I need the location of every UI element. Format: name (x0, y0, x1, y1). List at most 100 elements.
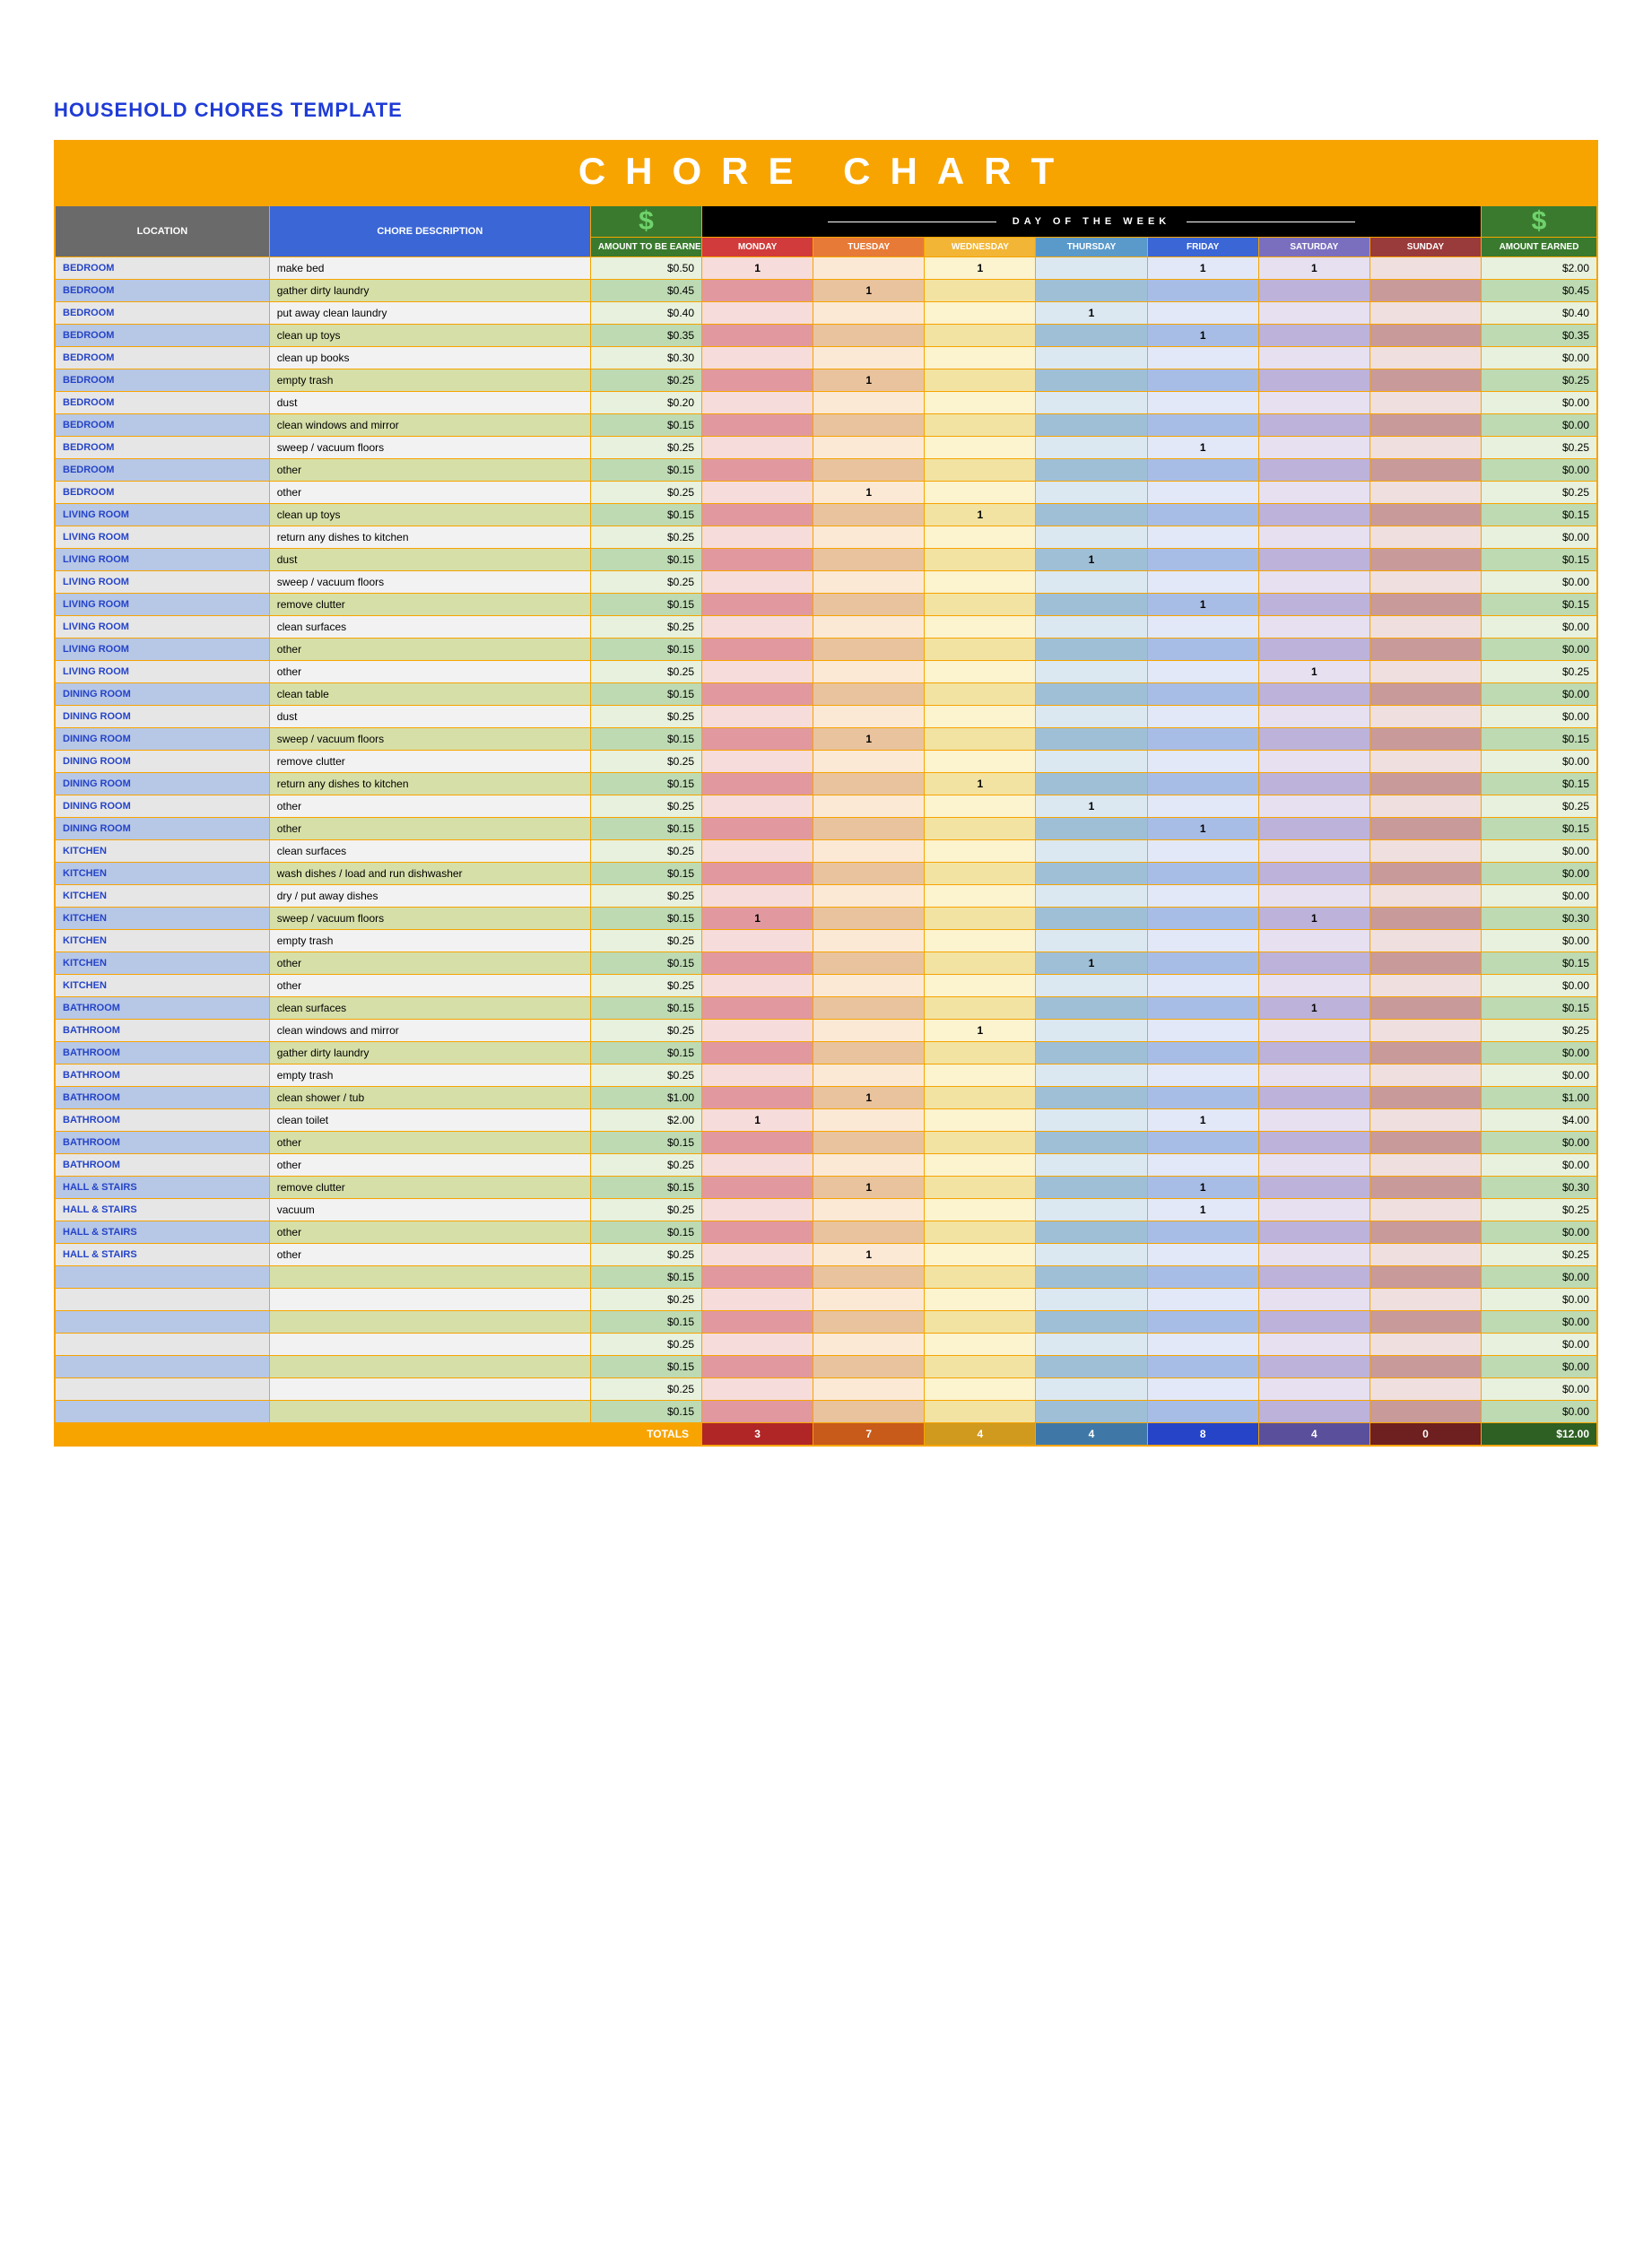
cell-day[interactable] (1258, 369, 1369, 392)
cell-day[interactable] (1258, 325, 1369, 347)
cell-day[interactable] (925, 616, 1036, 639)
cell-day[interactable] (1369, 302, 1481, 325)
cell-day[interactable] (702, 1199, 813, 1221)
cell-day[interactable] (813, 795, 925, 818)
cell-day[interactable]: 1 (813, 280, 925, 302)
cell-day[interactable] (702, 1311, 813, 1334)
cell-day[interactable] (925, 280, 1036, 302)
cell-day[interactable] (925, 1266, 1036, 1289)
cell-day[interactable]: 1 (1147, 325, 1258, 347)
cell-day[interactable] (1147, 1378, 1258, 1401)
cell-day[interactable] (925, 1311, 1036, 1334)
cell-day[interactable] (702, 616, 813, 639)
cell-day[interactable] (1036, 1042, 1147, 1065)
cell-day[interactable] (1147, 863, 1258, 885)
cell-day[interactable]: 1 (925, 1020, 1036, 1042)
cell-day[interactable] (702, 1177, 813, 1199)
cell-day[interactable] (925, 639, 1036, 661)
cell-day[interactable] (1147, 639, 1258, 661)
cell-day[interactable] (702, 1378, 813, 1401)
cell-day[interactable] (813, 392, 925, 414)
cell-day[interactable] (813, 257, 925, 280)
cell-day[interactable] (925, 1199, 1036, 1221)
cell-day[interactable] (925, 347, 1036, 369)
cell-day[interactable] (1258, 482, 1369, 504)
cell-day[interactable] (1147, 1311, 1258, 1334)
cell-day[interactable] (702, 997, 813, 1020)
cell-day[interactable] (1147, 751, 1258, 773)
cell-day[interactable] (1258, 1356, 1369, 1378)
cell-day[interactable] (813, 1401, 925, 1423)
cell-day[interactable] (925, 482, 1036, 504)
cell-day[interactable] (813, 347, 925, 369)
cell-day[interactable] (1036, 1065, 1147, 1087)
cell-day[interactable] (1369, 280, 1481, 302)
cell-day[interactable] (1147, 997, 1258, 1020)
cell-day[interactable] (702, 728, 813, 751)
cell-day[interactable] (1036, 459, 1147, 482)
cell-day[interactable] (1036, 773, 1147, 795)
cell-day[interactable] (1036, 975, 1147, 997)
cell-day[interactable] (1369, 706, 1481, 728)
cell-day[interactable] (925, 975, 1036, 997)
cell-day[interactable] (1369, 1289, 1481, 1311)
cell-day[interactable] (813, 706, 925, 728)
cell-day[interactable] (1258, 773, 1369, 795)
cell-day[interactable] (702, 1266, 813, 1289)
cell-day[interactable] (1369, 1109, 1481, 1132)
cell-day[interactable] (813, 437, 925, 459)
cell-day[interactable] (925, 1065, 1036, 1087)
cell-day[interactable] (1258, 975, 1369, 997)
cell-day[interactable] (813, 683, 925, 706)
cell-day[interactable] (1036, 818, 1147, 840)
cell-day[interactable] (925, 728, 1036, 751)
cell-day[interactable] (702, 952, 813, 975)
cell-day[interactable] (1258, 1199, 1369, 1221)
cell-day[interactable] (1369, 930, 1481, 952)
cell-day[interactable] (1147, 280, 1258, 302)
cell-day[interactable]: 1 (925, 773, 1036, 795)
cell-day[interactable] (1036, 997, 1147, 1020)
cell-day[interactable] (1369, 997, 1481, 1020)
cell-day[interactable] (813, 526, 925, 549)
cell-day[interactable]: 1 (813, 1087, 925, 1109)
cell-day[interactable] (1369, 257, 1481, 280)
cell-day[interactable] (1369, 1221, 1481, 1244)
cell-day[interactable] (925, 1334, 1036, 1356)
cell-day[interactable] (1258, 616, 1369, 639)
cell-day[interactable] (1258, 1087, 1369, 1109)
cell-day[interactable] (1258, 414, 1369, 437)
cell-day[interactable] (702, 526, 813, 549)
cell-day[interactable] (1036, 885, 1147, 908)
cell-day[interactable] (1036, 930, 1147, 952)
cell-day[interactable] (702, 459, 813, 482)
cell-day[interactable] (925, 1132, 1036, 1154)
cell-day[interactable] (1369, 952, 1481, 975)
cell-day[interactable]: 1 (1147, 594, 1258, 616)
cell-day[interactable] (813, 1356, 925, 1378)
cell-day[interactable] (925, 549, 1036, 571)
cell-day[interactable] (925, 437, 1036, 459)
cell-day[interactable] (702, 1020, 813, 1042)
cell-day[interactable] (1147, 908, 1258, 930)
cell-day[interactable] (1258, 347, 1369, 369)
cell-day[interactable] (925, 369, 1036, 392)
cell-day[interactable] (1369, 1334, 1481, 1356)
cell-day[interactable] (1036, 526, 1147, 549)
cell-day[interactable]: 1 (925, 504, 1036, 526)
cell-day[interactable] (1036, 863, 1147, 885)
cell-day[interactable] (1258, 952, 1369, 975)
cell-day[interactable] (702, 549, 813, 571)
cell-day[interactable] (1258, 1154, 1369, 1177)
cell-day[interactable] (925, 908, 1036, 930)
cell-day[interactable] (1258, 1334, 1369, 1356)
cell-day[interactable] (1258, 1401, 1369, 1423)
cell-day[interactable] (1258, 526, 1369, 549)
cell-day[interactable] (813, 952, 925, 975)
cell-day[interactable] (1258, 818, 1369, 840)
cell-day[interactable] (1369, 863, 1481, 885)
cell-day[interactable] (1147, 482, 1258, 504)
cell-day[interactable] (1258, 1177, 1369, 1199)
cell-day[interactable] (925, 594, 1036, 616)
cell-day[interactable] (702, 437, 813, 459)
